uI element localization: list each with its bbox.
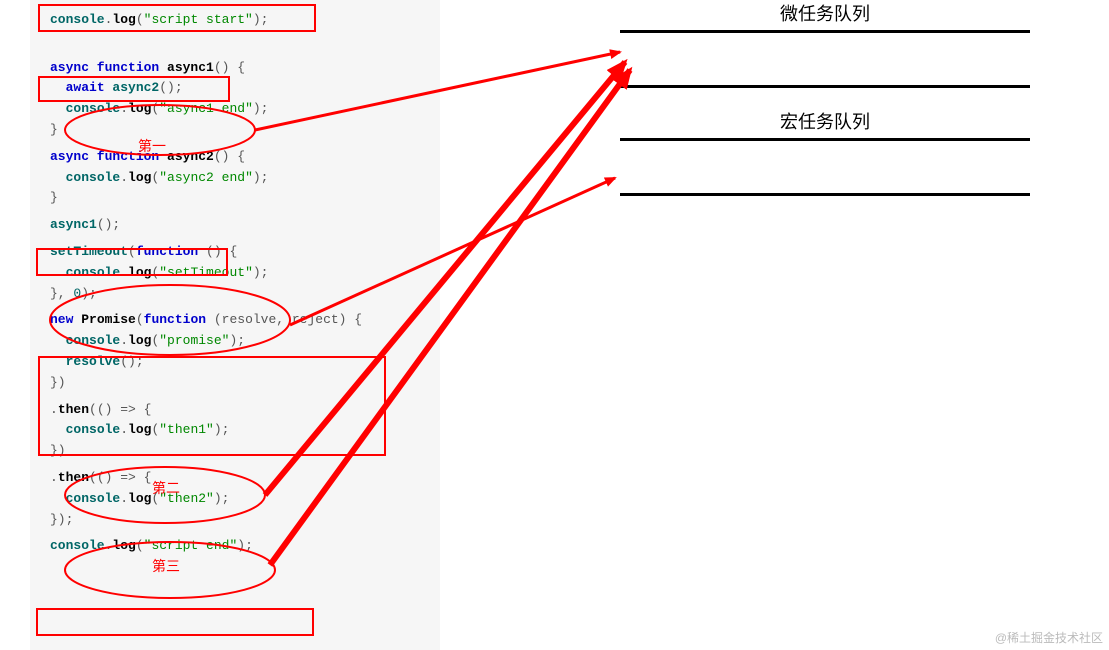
code-line: } [50, 188, 440, 209]
queue-region: 微任务队列 宏任务队列 [620, 0, 1030, 196]
label-1: 第一 [138, 136, 166, 156]
code-line: async function async2() { [50, 147, 440, 168]
code-line: console.log("promise"); [50, 331, 440, 352]
code-line: new Promise(function (resolve, reject) { [50, 310, 440, 331]
microtask-queue-title: 微任务队列 [620, 0, 1030, 26]
label-2: 第二 [152, 478, 180, 498]
code-line: }); [50, 510, 440, 531]
box-await [38, 76, 230, 102]
box-promise [38, 356, 386, 456]
code-line: console.log("script end"); [50, 536, 440, 557]
code-line [50, 37, 440, 58]
code-line: console.log("async2 end"); [50, 168, 440, 189]
code-line: async1(); [50, 215, 440, 236]
code-line: }, 0); [50, 284, 440, 305]
macrotask-queue-bottom-line [620, 193, 1030, 196]
code-line: } [50, 120, 440, 141]
box-async1-call [36, 248, 228, 276]
macrotask-queue-title: 宏任务队列 [620, 108, 1030, 134]
code-line: .then(() => { [50, 468, 440, 489]
label-3: 第三 [152, 556, 180, 576]
code-line: console.log("then2"); [50, 489, 440, 510]
watermark: @稀土掘金技术社区 [995, 629, 1103, 646]
box-script-end [36, 608, 314, 636]
code-line: console.log("async1 end"); [50, 99, 440, 120]
box-script-start [38, 4, 316, 32]
